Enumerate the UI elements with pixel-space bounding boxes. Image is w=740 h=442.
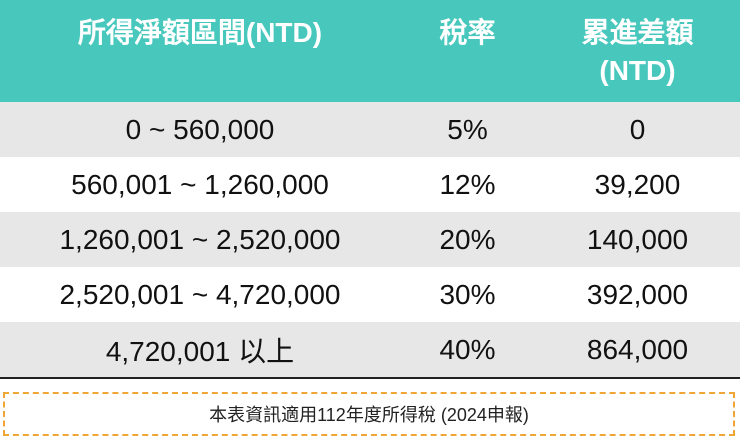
- table-cell: 0 ~ 560,000: [0, 102, 400, 157]
- header-text: 稅率: [439, 17, 496, 48]
- header-cell: 累進差額 (NTD): [535, 0, 740, 102]
- table-cell: 30%: [439, 278, 496, 310]
- footnote: 本表資訊適用112年度所得稅 (2024申報): [3, 392, 735, 436]
- table-cell: 4,720,001 以上: [0, 322, 400, 377]
- header-cell: 稅率: [400, 0, 535, 102]
- table-cell: 140,000: [535, 212, 740, 267]
- table-cell: 864,000: [535, 322, 740, 377]
- header-text: 累進差額: [581, 17, 694, 48]
- table-cell: 392,000: [586, 278, 689, 310]
- table-cell: 12%: [439, 168, 496, 200]
- table-cell: 560,001 ~ 1,260,000: [71, 168, 329, 200]
- table-cell: 5%: [400, 102, 535, 157]
- table-cell: 2,520,001 ~ 4,720,000: [59, 278, 341, 310]
- tax-table: 所得淨額區間(NTD) 稅率 累進差額 (NTD) 0 ~ 560,000 5% 0 560,…: [0, 0, 740, 379]
- header-cell: 所得淨額區間(NTD): [0, 0, 400, 102]
- header-text: 所得淨額區間(NTD): [77, 17, 323, 48]
- header-text: (NTD): [599, 55, 676, 86]
- table-cell: 0: [535, 102, 740, 157]
- table-cell: 40%: [400, 322, 535, 377]
- table-cell: 1,260,001 ~ 2,520,000: [0, 212, 400, 267]
- table-cell: 39,200: [594, 168, 681, 200]
- table-cell: 20%: [400, 212, 535, 267]
